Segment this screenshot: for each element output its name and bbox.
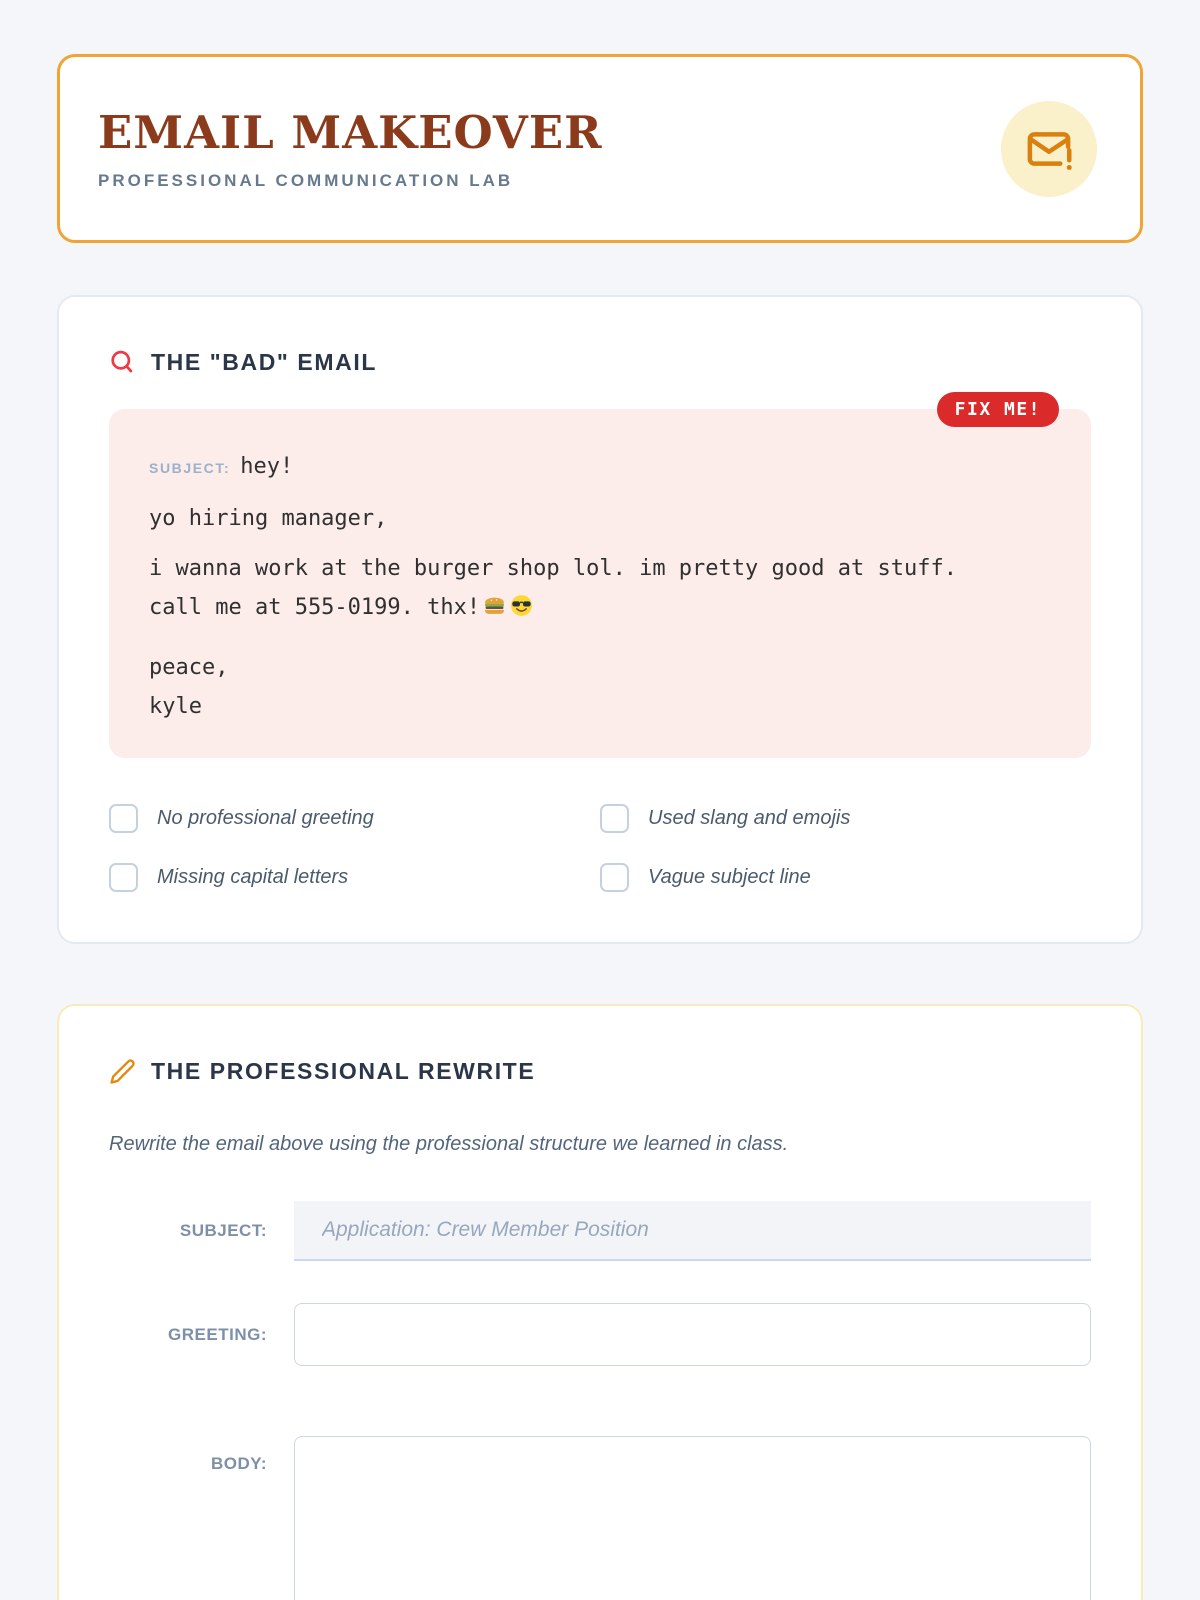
mistake-checklist: No professional greeting Used slang and …	[109, 804, 1091, 892]
bad-email-card: THE "BAD" EMAIL FIX ME! SUBJECT: hey! yo …	[57, 295, 1143, 944]
checkbox-item-no-professional-greeting[interactable]: No professional greeting	[109, 804, 600, 833]
rewrite-section-header: THE PROFESSIONAL REWRITE	[109, 1058, 1091, 1085]
rewrite-card: THE PROFESSIONAL REWRITE Rewrite the ema…	[57, 1004, 1143, 1600]
bad-email-subject-value: hey!	[240, 454, 294, 479]
greeting-input[interactable]	[294, 1303, 1091, 1366]
subject-input[interactable]	[294, 1201, 1091, 1261]
magnifier-icon	[111, 350, 133, 373]
checkbox-used-slang-and-emojis[interactable]	[600, 804, 629, 833]
burger-emoji-icon	[485, 597, 505, 614]
page-title: EMAIL MAKEOVER	[98, 106, 603, 159]
bad-email-signoff: peace,	[149, 655, 229, 680]
sunglasses-emoji-icon	[511, 595, 533, 616]
bad-email-section-title: THE "BAD" EMAIL	[151, 349, 377, 375]
header-title-block: EMAIL MAKEOVER PROFESSIONAL COMMUNICATIO…	[98, 106, 603, 191]
bad-email-greeting-line: yo hiring manager,	[149, 506, 388, 531]
pencil-icon	[110, 1059, 135, 1084]
rewrite-form: SUBJECT: GREETING: BODY:	[109, 1201, 1091, 1600]
checkbox-missing-capital-letters[interactable]	[109, 863, 138, 892]
body-textarea[interactable]	[294, 1436, 1091, 1600]
greeting-label: GREETING:	[168, 1324, 267, 1344]
bad-email-subject-line: SUBJECT: hey!	[149, 447, 1051, 488]
bad-email-wrap: FIX ME! SUBJECT: hey! yo hiring manager, …	[109, 392, 1091, 758]
subject-label: SUBJECT:	[179, 1221, 267, 1240]
checkbox-item-used-slang-and-emojis[interactable]: Used slang and emojis	[600, 804, 1091, 833]
rewrite-instruction: Rewrite the email above using the profes…	[109, 1133, 789, 1155]
envelope-alert-icon	[1001, 100, 1097, 197]
rewrite-section-title: THE PROFESSIONAL REWRITE	[151, 1058, 536, 1084]
checkbox-vague-subject-line[interactable]	[600, 863, 629, 892]
checkbox-no-professional-greeting[interactable]	[109, 804, 138, 833]
checkbox-label: Missing capital letters	[157, 866, 349, 888]
bad-email-content: SUBJECT: hey! yo hiring manager, i wanna …	[109, 409, 1091, 758]
bad-email-body-line1: i wanna work at the burger shop lol. im …	[149, 556, 957, 581]
fix-me-badge: FIX ME!	[936, 392, 1059, 427]
body-label: BODY:	[210, 1454, 267, 1473]
page-subtitle: PROFESSIONAL COMMUNICATION LAB	[98, 171, 514, 190]
bad-email-signature: kyle	[149, 694, 202, 719]
bad-email-subject-label: SUBJECT:	[149, 460, 231, 476]
checkbox-item-vague-subject-line[interactable]: Vague subject line	[600, 863, 1091, 892]
checkbox-item-missing-capital-letters[interactable]: Missing capital letters	[109, 863, 600, 892]
header-card: EMAIL MAKEOVER PROFESSIONAL COMMUNICATIO…	[57, 54, 1143, 243]
bad-email-body-line2: call me at 555-0199. thx!	[149, 588, 1051, 627]
greeting-row: GREETING:	[109, 1303, 1091, 1366]
checkbox-label: Vague subject line	[648, 866, 811, 888]
bad-email-section-header: THE "BAD" EMAIL	[109, 349, 1091, 376]
bad-email-body: i wanna work at the burger shop lol. im …	[149, 549, 1051, 627]
checkbox-label: Used slang and emojis	[648, 807, 851, 829]
body-row: BODY:	[109, 1436, 1091, 1600]
checkbox-label: No professional greeting	[157, 807, 374, 829]
subject-row: SUBJECT:	[109, 1201, 1091, 1261]
